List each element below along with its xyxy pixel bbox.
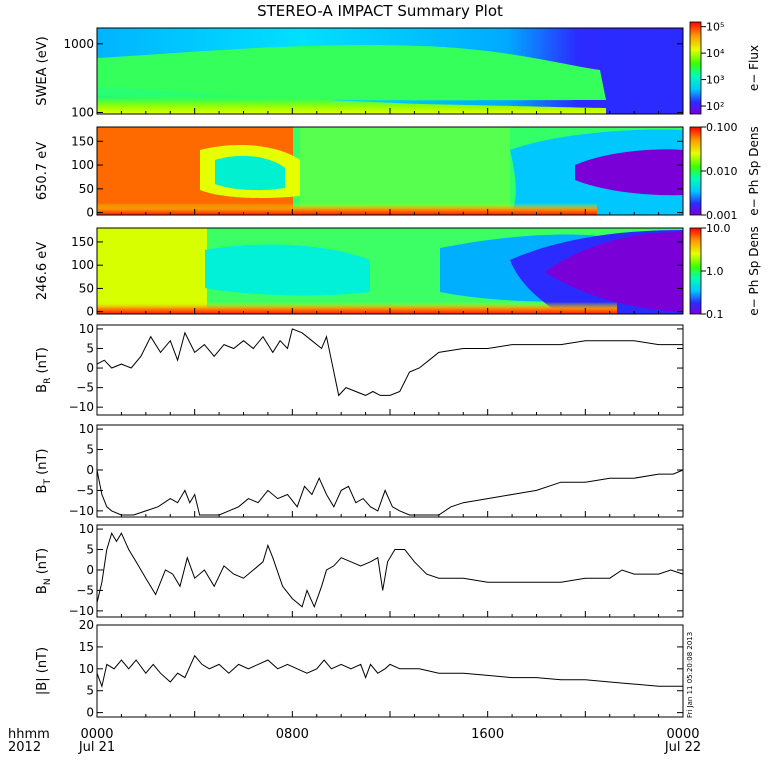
pad650-ytick-label: 150: [71, 134, 94, 148]
pad246-ytick-label: 50: [79, 281, 94, 295]
x-tick-time: 1600: [471, 727, 504, 742]
x-tick-date: Jul 21: [78, 740, 115, 755]
pad246-deep-region: [545, 232, 683, 312]
page-title: STEREO-A IMPACT Summary Plot: [257, 2, 503, 20]
pad650-colorbar: [689, 126, 702, 216]
pad246-bottom-band: [97, 284, 617, 314]
br-ytick-label: 10: [79, 322, 94, 336]
panel-bt: −10 −5 0 5 10 BT (nT): [35, 422, 684, 518]
bt-ylabel: BT (nT): [35, 449, 53, 494]
pad650-ytick-label: 100: [71, 158, 94, 172]
br-ytick-label: −10: [69, 400, 94, 414]
panel-bn: −10 −5 0 5 10 BN (nT): [35, 522, 684, 618]
br-ytick-label: 5: [86, 341, 94, 355]
swea-ytick-label: 1000: [63, 37, 94, 51]
swea-colorbar: [689, 21, 702, 115]
pad246-colorbar-tick-label: 1.0: [706, 265, 724, 278]
swea-colorbar-tick-label: 10²: [706, 100, 724, 113]
pad650-y-axis: 0 50 100 150 650.7 eV: [35, 134, 683, 220]
generation-stamp: Fri Jan 11 05:20:08 2013: [686, 632, 694, 718]
pad246-colorbar-tick-label: 0.1: [706, 308, 724, 321]
pad650-colorbar-tick-label: 0.001: [706, 209, 738, 222]
pad650-bottom-band: [97, 185, 597, 215]
pad650-ytick-label: 0: [86, 206, 94, 220]
panel-pad650: 0 50 100 150 650.7 eV 0.001 0.010 0.100 e− Ph S…: [35, 121, 761, 222]
pad246-colorbar-ticks: 0.1 1.0 10.0 e− Ph Sp Dens: [701, 222, 761, 321]
swea-ylabel: SWEA (eV): [35, 36, 50, 105]
swea-colorbar-tick-label: 10³: [706, 74, 724, 87]
bt-y-axis: −10 −5 0 5 10 BT (nT): [35, 422, 683, 518]
bn-series-line: [96, 531, 684, 609]
bmag-ytick-label: 20: [79, 618, 94, 632]
bn-ytick-label: 5: [86, 543, 94, 557]
bn-ytick-label: −5: [76, 583, 94, 597]
bmag-ytick-label: 5: [86, 684, 94, 698]
pad650-colorbar-ticks: 0.001 0.010 0.100 e− Ph Sp Dens: [701, 121, 761, 222]
swea-colorbar-tick-label: 10⁴: [706, 47, 725, 60]
footer-hhmm: hhmm: [8, 727, 50, 742]
bmag-y-axis: 0 5 10 15 20 |B| (nT): [35, 618, 683, 720]
bn-ytick-label: −10: [69, 604, 94, 618]
bmag-ylabel: |B| (nT): [35, 647, 50, 695]
bt-ytick-label: 0: [86, 463, 94, 477]
swea-quiet-region: [594, 30, 683, 114]
pad650-colorbar-tick-label: 0.010: [706, 165, 738, 178]
br-ytick-label: −5: [76, 381, 94, 395]
pad246-ytick-label: 0: [86, 305, 94, 319]
bn-ytick-label: 10: [79, 522, 94, 536]
pad246-colorbar-label: e− Ph Sp Dens: [747, 226, 761, 315]
pad246-ylabel: 246.6 eV: [35, 242, 50, 300]
pad246-ytick-label: 150: [71, 235, 94, 249]
bt-ytick-label: −5: [76, 483, 94, 497]
pad246-ytick-label: 100: [71, 258, 94, 272]
swea-colorbar-label: e− Flux: [747, 45, 761, 91]
bt-ytick-label: 10: [79, 422, 94, 436]
pad650-colorbar-label: e− Ph Sp Dens: [747, 126, 761, 215]
br-ylabel: BR (nT): [35, 347, 53, 393]
bmag-frame: [96, 624, 684, 718]
pad650-ytick-label: 50: [79, 182, 94, 196]
swea-y-axis: 100 1000 SWEA (eV): [35, 36, 683, 119]
swea-low-band: [97, 86, 606, 114]
pad650-dropout-region: [575, 149, 683, 196]
pad246-cool-patch: [205, 244, 370, 296]
br-ytick-label: 0: [86, 361, 94, 375]
bt-series-line: [96, 469, 684, 516]
x-tick-time: 0800: [276, 727, 309, 742]
panel-pad246: 0 50 100 150 246.6 eV 0.1 1.0 10.0 e− Ph Sp Den…: [35, 222, 761, 321]
bmag-ytick-label: 10: [79, 662, 94, 676]
bn-y-axis: −10 −5 0 5 10 BN (nT): [35, 522, 683, 618]
x-tick-time: 0000: [80, 727, 113, 742]
pad246-colorbar-tick-label: 10.0: [706, 222, 731, 235]
footer-year: 2012: [8, 740, 41, 755]
panel-bmag: 0 5 10 15 20 |B| (nT): [35, 618, 684, 720]
x-tick-time: 0000: [666, 727, 699, 742]
bn-frame: [96, 524, 684, 618]
bt-ytick-label: −10: [69, 504, 94, 518]
br-y-axis: −10 −5 0 5 10 BR (nT): [35, 322, 683, 415]
pad650-colorbar-tick-label: 0.100: [706, 121, 738, 134]
pad246-y-axis: 0 50 100 150 246.6 eV: [35, 235, 683, 319]
pad246-colorbar: [689, 227, 702, 315]
br-series-line: [96, 328, 683, 397]
pad650-cool-patch: [215, 155, 285, 191]
bmag-series-line: [96, 654, 683, 689]
bt-ytick-label: 5: [86, 443, 94, 457]
panel-swea: 100 1000 SWEA (eV) 10² 10³ 10⁴ 10⁵ e− Flux: [35, 21, 761, 120]
swea-colorbar-tick-label: 10⁵: [706, 21, 724, 34]
bn-ylabel: BN (nT): [35, 548, 53, 594]
swea-colorbar-ticks: 10² 10³ 10⁴ 10⁵ e− Flux: [701, 21, 761, 113]
pad650-ylabel: 650.7 eV: [35, 142, 50, 200]
bmag-ytick-label: 15: [79, 640, 94, 654]
bt-frame: [96, 424, 684, 518]
br-frame: [96, 324, 684, 416]
swea-mid-band: [97, 45, 606, 101]
bmag-ytick-label: 0: [86, 706, 94, 720]
panel-br: −10 −5 0 5 10 BR (nT): [35, 322, 684, 416]
swea-ytick-label: 100: [71, 105, 94, 119]
x-tick-date: Jul 22: [664, 740, 701, 755]
bn-ytick-label: 0: [86, 563, 94, 577]
